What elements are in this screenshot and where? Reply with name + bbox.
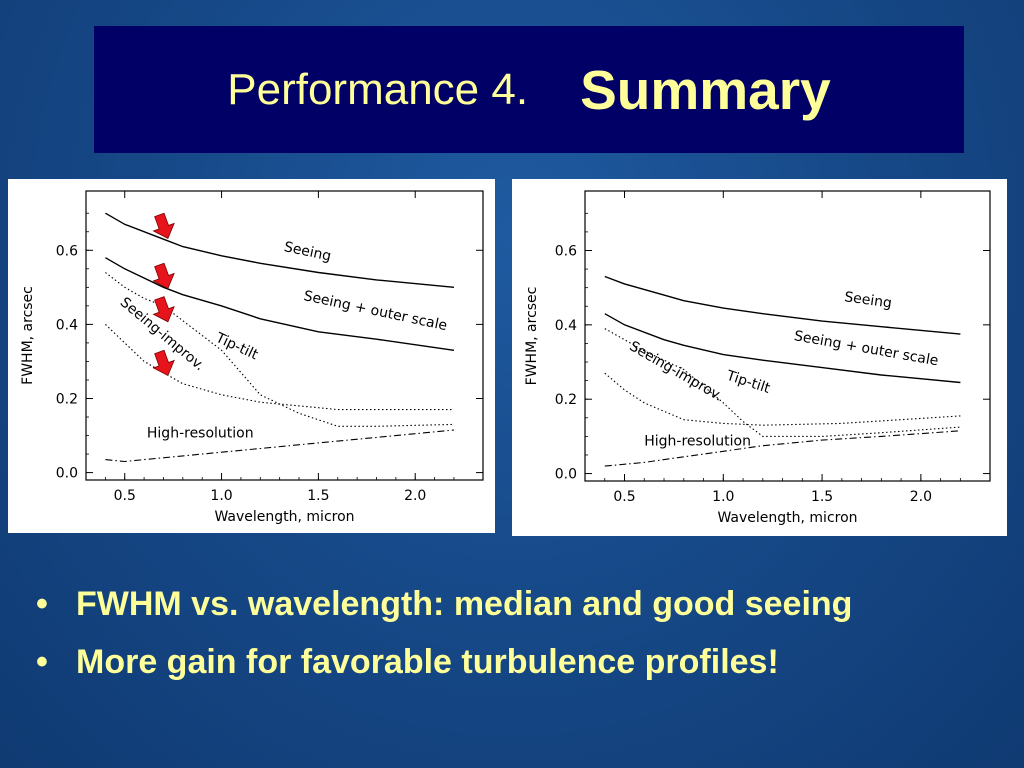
y-tick-label: 0.6 — [56, 243, 78, 259]
series-annotation: Seeing-improv. — [626, 338, 725, 404]
series-line-seeing — [604, 275, 961, 335]
series-line-high-resolution — [604, 430, 961, 467]
y-axis-label: FWHM, arcsec — [20, 286, 36, 385]
x-tick-label: 1.5 — [811, 489, 833, 505]
chart-panel-median-seeing: 0.5 1.0 1.5 2.0 0.0 0.2 0.4 0.6 Wavelength, micr… — [8, 179, 495, 533]
series-line-seeing-outer-scale — [105, 257, 455, 351]
series-annotation: Seeing — [843, 289, 893, 311]
series-annotation: Tip-tilt — [212, 330, 261, 364]
x-tick-label: 1.5 — [307, 488, 329, 504]
chart-panel-good-seeing: 0.5 1.0 1.5 2.0 0.0 0.2 0.4 0.6 Wavelength, micr… — [512, 179, 1007, 536]
red-arrow-icon — [152, 262, 175, 289]
y-tick-label: 0.4 — [56, 317, 78, 333]
bullet-item: • FWHM vs. wavelength: median and good s… — [36, 578, 852, 636]
series-annotation: Seeing + outer scale — [793, 328, 940, 369]
chart-median-seeing: 0.5 1.0 1.5 2.0 0.0 0.2 0.4 0.6 Wavelength, micr… — [20, 190, 484, 525]
x-axis-label: Wavelength, micron — [717, 510, 857, 526]
bullet-marker: • — [36, 643, 48, 681]
red-arrow-icon — [152, 349, 175, 377]
series-line-seeing-improv — [604, 372, 961, 426]
series-annotation: Seeing — [283, 239, 333, 265]
series-annotation: Tip-tilt — [724, 368, 773, 397]
bullet-marker: • — [36, 585, 48, 623]
x-tick-label: 1.0 — [712, 489, 734, 505]
series-line-seeing — [105, 212, 455, 288]
bullet-text: FWHM vs. wavelength: median and good see… — [76, 585, 853, 623]
y-tick-label: 0.0 — [56, 466, 78, 482]
series-annotation: Seeing + outer scale — [302, 288, 448, 334]
slide-title-prefix: Performance 4. — [227, 64, 529, 114]
plot-frame — [584, 190, 991, 482]
y-tick-label: 0.0 — [555, 467, 577, 483]
bullet-text: More gain for favorable turbulence profi… — [76, 643, 779, 681]
series-annotation: High-resolution — [147, 425, 254, 441]
title-banner: Performance 4. Summary — [94, 26, 964, 153]
plot-frame — [85, 190, 484, 481]
series-line-tip-tilt — [604, 328, 961, 437]
y-tick-label: 0.2 — [555, 392, 577, 408]
y-tick-label: 0.4 — [555, 318, 577, 334]
x-tick-label: 0.5 — [114, 488, 136, 504]
x-axis-label: Wavelength, micron — [214, 509, 354, 525]
slide-title-main: Summary — [580, 58, 831, 121]
x-tick-label: 1.0 — [210, 488, 232, 504]
bullet-list: • FWHM vs. wavelength: median and good s… — [36, 578, 852, 694]
y-tick-label: 0.2 — [56, 391, 78, 407]
bullet-item: • More gain for favorable turbulence pro… — [36, 636, 852, 694]
series-line-tip-tilt — [105, 272, 455, 427]
x-tick-label: 2.0 — [910, 489, 932, 505]
red-arrow-icon — [152, 212, 175, 239]
red-arrow-icon — [152, 296, 175, 323]
chart-good-seeing: 0.5 1.0 1.5 2.0 0.0 0.2 0.4 0.6 Wavelength, micr… — [524, 190, 991, 526]
y-axis-label: FWHM, arcsec — [524, 287, 540, 386]
series-annotation: High-resolution — [644, 434, 751, 450]
x-tick-label: 0.5 — [613, 489, 635, 505]
y-tick-label: 0.6 — [555, 243, 577, 259]
x-tick-label: 2.0 — [404, 488, 426, 504]
series-line-high-resolution — [105, 429, 455, 463]
series-line-seeing-outer-scale — [604, 313, 961, 384]
